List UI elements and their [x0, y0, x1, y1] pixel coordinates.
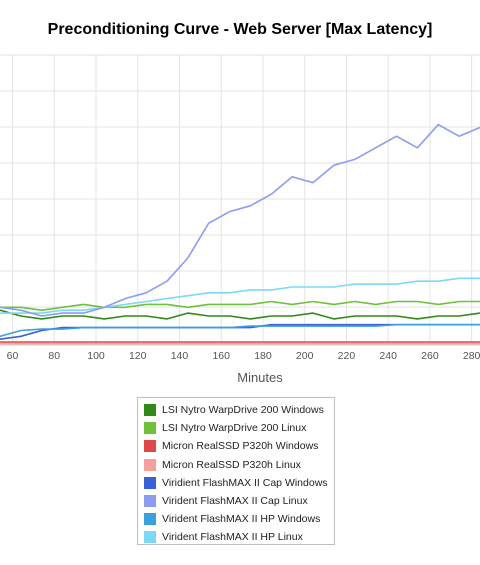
legend-label: Virident FlashMAX II Cap Linux	[162, 495, 308, 508]
legend-item[interactable]: Micron RealSSD P320h Windows	[144, 437, 334, 455]
series-line-7	[0, 277, 480, 314]
legend-swatch	[144, 404, 156, 417]
legend-label: Micron RealSSD P320h Linux	[162, 458, 301, 471]
legend-swatch	[144, 495, 156, 508]
legend-swatch	[144, 476, 156, 489]
x-tick-label: 280	[463, 350, 480, 362]
legend-label: LSI Nytro WarpDrive 200 Windows	[162, 404, 324, 417]
legend-item[interactable]: Virident FlashMAX II HP Linux	[144, 528, 334, 546]
series-line-5	[0, 123, 480, 317]
legend-item[interactable]: LSI Nytro WarpDrive 200 Linux	[144, 419, 334, 437]
x-tick-label: 100	[87, 350, 105, 362]
x-tick-label: 260	[421, 350, 439, 362]
plot-area: 60 80 100 120 140 160 180 200 220 240 260 280	[0, 54, 480, 362]
legend: LSI Nytro WarpDrive 200 Windows LSI Nytro…	[137, 397, 335, 545]
x-tick-label: 160	[212, 350, 230, 362]
x-tick-label: 240	[379, 350, 397, 362]
x-tick-label: 200	[296, 350, 314, 362]
x-tick-label: 120	[129, 350, 147, 362]
x-tick-label: 140	[171, 350, 189, 362]
legend-item[interactable]: Micron RealSSD P320h Linux	[144, 456, 334, 474]
x-tick-label: 80	[48, 350, 60, 362]
grid	[0, 54, 480, 346]
series-line-1	[0, 300, 480, 312]
legend-swatch	[144, 422, 156, 435]
legend-swatch	[144, 531, 156, 544]
legend-item[interactable]: Virident FlashMAX II Cap Linux	[144, 492, 334, 510]
series-line-0	[0, 309, 480, 320]
x-axis-title: Minutes	[237, 370, 283, 385]
x-tick-label: 220	[338, 350, 356, 362]
chart-title: Preconditioning Curve - Web Server [Max …	[47, 21, 433, 38]
legend-swatch	[144, 440, 156, 453]
legend-label: Virident FlashMAX II HP Windows	[162, 513, 321, 526]
legend-label: Micron RealSSD P320h Windows	[162, 440, 319, 453]
legend-label: LSI Nytro WarpDrive 200 Linux	[162, 422, 307, 435]
legend-label: Virident FlashMAX II HP Linux	[162, 531, 303, 544]
legend-swatch	[144, 458, 156, 471]
series-layer	[0, 123, 480, 345]
x-tick-label: 60	[7, 350, 19, 362]
legend-item[interactable]: Virident FlashMAX II HP Windows	[144, 510, 334, 528]
x-tick-label: 180	[254, 350, 272, 362]
legend-item[interactable]: Viridient FlashMAX II Cap Windows	[144, 474, 334, 492]
legend-swatch	[144, 513, 156, 526]
legend-item[interactable]: LSI Nytro WarpDrive 200 Windows	[144, 401, 334, 419]
legend-label: Viridient FlashMAX II Cap Windows	[162, 476, 328, 489]
series-line-6	[0, 323, 480, 338]
x-tick-labels: 60 80 100 120 140 160 180 200 220 240 260 280	[7, 350, 480, 362]
